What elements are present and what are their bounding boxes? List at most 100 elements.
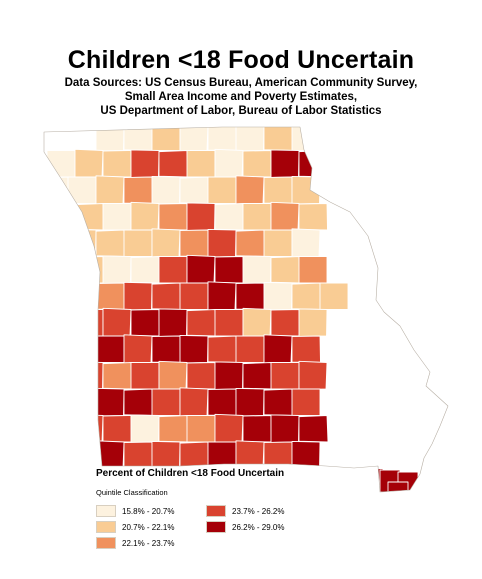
county [151,175,181,205]
county [179,387,209,417]
county [67,176,97,204]
county [214,148,244,179]
county [158,256,188,284]
county [123,176,153,204]
county [158,360,188,391]
county [242,203,272,231]
county [235,229,266,257]
county [263,441,293,469]
county [270,362,300,390]
county [179,282,209,310]
county [46,362,76,390]
county [214,309,244,337]
county [291,335,321,363]
county [130,414,160,443]
county [46,254,76,285]
county [46,309,77,337]
map-title: Children <18 Food Uncertain [67,46,415,74]
county [151,127,181,151]
county [242,362,273,390]
county [207,127,237,151]
county [158,150,189,178]
legend-label-4: 23.7% - 26.2% [232,506,285,516]
legend-title: Percent of Children <18 Food Uncertain [96,468,285,479]
legend-item-1: 15.8% - 20.7% [96,505,174,517]
county [186,254,216,285]
county [179,441,210,469]
county [151,228,181,258]
county [74,309,104,337]
county [123,388,154,416]
county [242,415,272,443]
legend-item-4: 23.7% - 26.2% [206,505,284,517]
legend-item-5: 26.2% - 29.0% [206,521,284,533]
county [263,388,294,416]
county [123,441,153,469]
legend-label-1: 15.8% - 20.7% [122,506,175,516]
legend-item-2: 20.7% - 22.1% [96,521,174,533]
county [74,148,104,179]
legend-swatch-5 [206,521,226,533]
county [130,309,160,337]
county [270,309,300,337]
legend-swatch-2 [96,521,116,533]
county [102,415,132,443]
county [214,203,245,231]
county [235,282,265,310]
county [270,256,301,284]
county [207,388,237,416]
county [151,335,181,363]
county [186,362,216,390]
county [298,150,329,178]
county [102,255,132,284]
source-line-3: US Department of Labor, Bureau of Labor … [100,105,382,117]
county [214,256,244,284]
county [44,334,69,364]
county [207,281,237,311]
county [179,127,209,152]
county [186,150,216,178]
county [151,388,181,416]
county [67,441,97,469]
data-sources: Data Sources: US Census Bureau, American… [0,76,482,118]
county-layer [44,127,419,492]
county [44,282,69,310]
county [130,149,160,178]
county [263,176,293,204]
county [102,362,133,390]
county [326,467,356,492]
county [130,362,160,390]
county [158,415,189,443]
county [242,307,272,338]
county [46,415,76,443]
county [102,150,132,178]
county [291,228,321,258]
legend-swatch-4 [206,505,226,517]
county [179,229,209,257]
county [95,282,125,310]
county [158,203,188,231]
county [242,255,272,284]
county [298,308,328,337]
county [130,201,160,232]
legend-item-3: 22.1% - 23.7% [96,537,174,549]
county [151,282,182,310]
county [263,334,293,364]
county [67,228,97,258]
county [130,256,161,284]
county [235,127,265,152]
county [207,176,237,204]
county [263,229,293,257]
county [186,202,216,231]
county [298,203,328,231]
source-line-2: Small Area Income and Poverty Estimates, [124,91,358,103]
county [95,229,126,257]
county [270,149,300,178]
county [235,387,265,417]
county [102,203,132,231]
county [67,335,98,363]
county [263,281,293,311]
county [95,335,125,363]
county [298,415,329,443]
county [186,415,216,443]
